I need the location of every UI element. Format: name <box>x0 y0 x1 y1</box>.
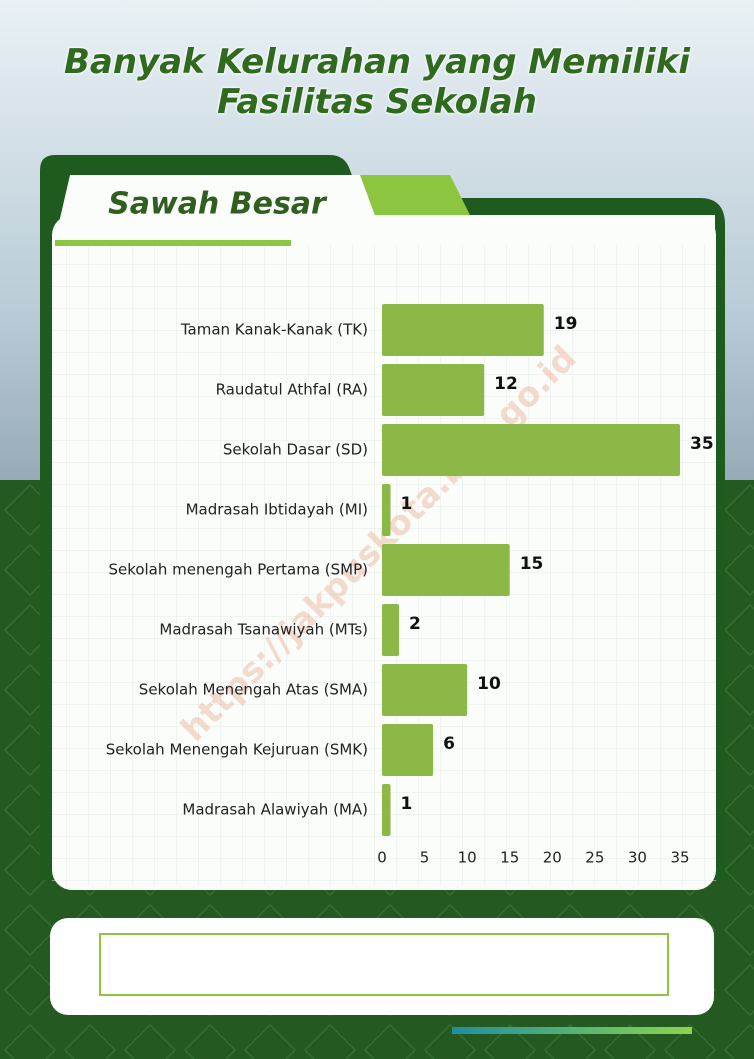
value-label: 2 <box>409 614 421 634</box>
x-tick-label: 15 <box>500 849 519 867</box>
x-tick-label: 20 <box>543 849 562 867</box>
y-tick-label: Madrasah Tsanawiyah (MTs) <box>159 621 368 639</box>
bar <box>382 364 484 416</box>
value-label: 19 <box>554 314 578 334</box>
value-label: 6 <box>443 734 455 754</box>
bar <box>382 304 544 356</box>
bar <box>382 424 680 476</box>
x-tick-label: 25 <box>585 849 604 867</box>
bar <box>382 604 399 656</box>
x-tick-label: 35 <box>670 849 689 867</box>
x-tick-label: 0 <box>377 849 387 867</box>
value-label: 1 <box>401 494 413 514</box>
bar <box>382 544 510 596</box>
y-tick-label: Sekolah Menengah Kejuruan (SMK) <box>106 741 368 759</box>
y-tick-label: Madrasah Alawiyah (MA) <box>182 801 368 819</box>
footer-strip <box>452 1027 692 1034</box>
value-label: 15 <box>520 554 544 574</box>
bar <box>382 784 391 836</box>
bar <box>382 724 433 776</box>
value-label: 10 <box>477 674 501 694</box>
tab-underline <box>55 240 291 246</box>
y-tick-label: Taman Kanak-Kanak (TK) <box>180 321 368 339</box>
y-tick-label: Sekolah menengah Pertama (SMP) <box>108 561 368 579</box>
infographic: Sawah Besar https://jakpuskota.bps.go.id… <box>0 0 754 1059</box>
bar <box>382 664 467 716</box>
y-tick-label: Sekolah Dasar (SD) <box>223 441 368 459</box>
y-tick-label: Sekolah Menengah Atas (SMA) <box>139 681 368 699</box>
bar <box>382 484 391 536</box>
x-tick-label: 30 <box>628 849 647 867</box>
x-tick-label: 5 <box>420 849 430 867</box>
chart: Sawah Besar https://jakpuskota.bps.go.id… <box>0 0 754 1059</box>
y-tick-label: Madrasah Ibtidayah (MI) <box>186 501 368 519</box>
y-tick-label: Raudatul Athfal (RA) <box>216 381 368 399</box>
x-tick-label: 10 <box>458 849 477 867</box>
note-box <box>50 918 714 1015</box>
value-label: 1 <box>401 794 413 814</box>
value-label: 35 <box>690 434 714 454</box>
subtitle: Sawah Besar <box>108 187 328 222</box>
value-label: 12 <box>494 374 518 394</box>
chart-title: Banyak Kelurahan yang Memiliki Fasilitas… <box>37 42 717 122</box>
